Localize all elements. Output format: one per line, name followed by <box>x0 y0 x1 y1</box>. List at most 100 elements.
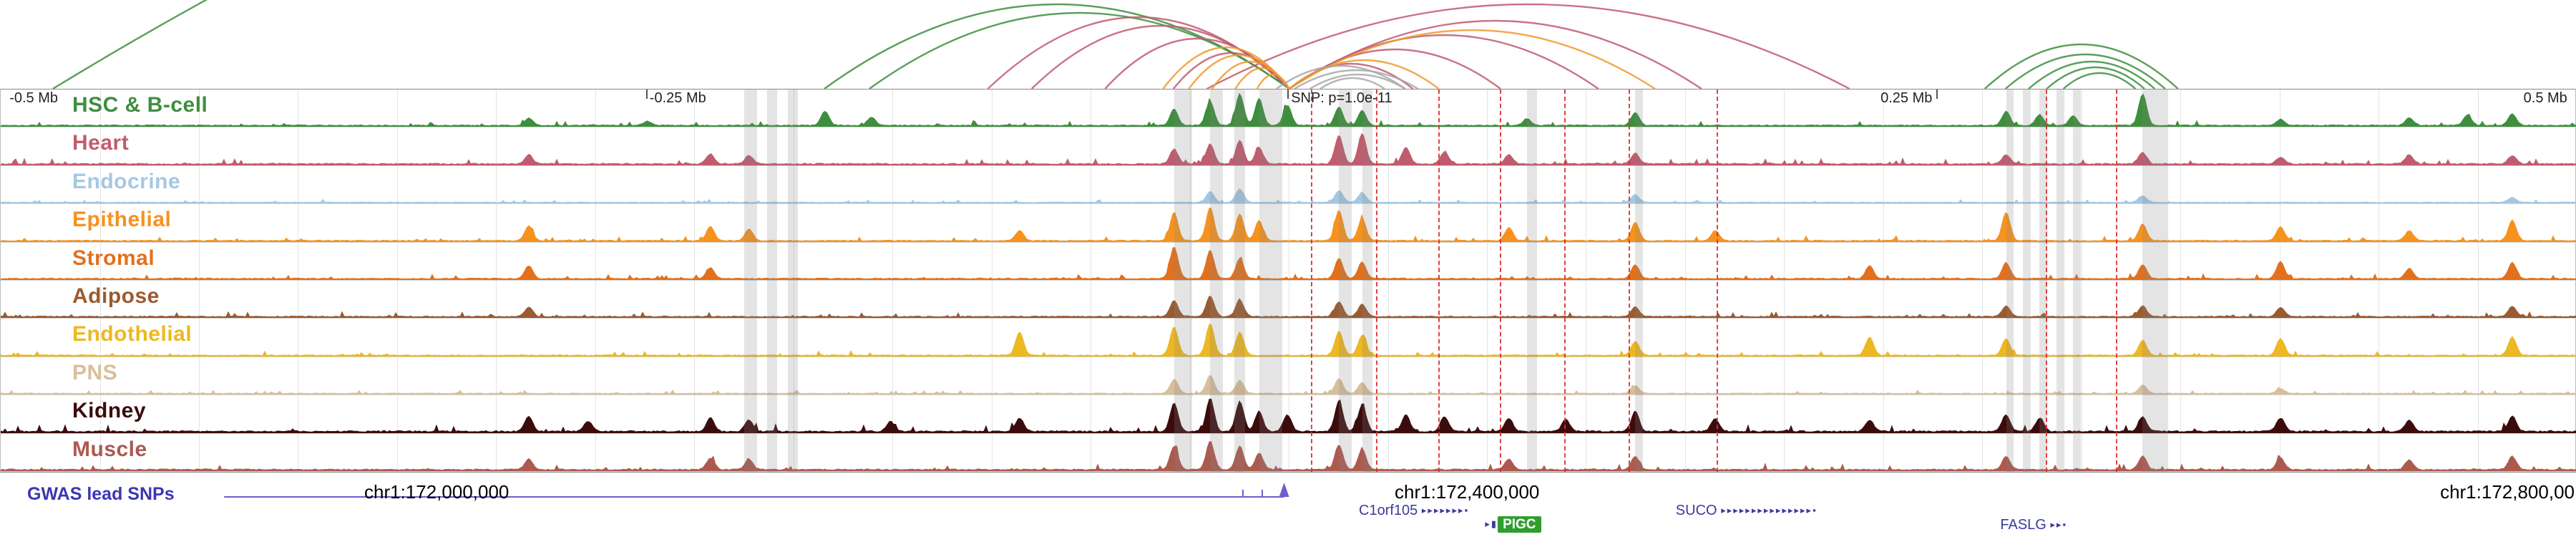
gridline <box>1982 90 1984 472</box>
track-row-epithelial[interactable]: Epithelial <box>1 204 2576 243</box>
highlight-band <box>2006 90 2014 472</box>
highlight-band <box>1174 90 1192 472</box>
gridline <box>892 90 894 472</box>
signal-epithelial <box>1 207 2576 242</box>
gridline <box>198 90 200 472</box>
track-label-adipose[interactable]: Adipose <box>72 284 160 308</box>
highlight-band <box>1635 90 1643 472</box>
highlight-band <box>2142 90 2169 472</box>
highlight-band <box>743 90 757 472</box>
track-row-endocrine[interactable]: Endocrine <box>1 166 2576 205</box>
highlight-bands-layer <box>1 90 2575 472</box>
track-row-endothelial[interactable]: Endothelial <box>1 319 2576 357</box>
scale-row: -0.5 Mb -0.25 Mb SNP: p=1.0e-11 0.25 Mb 0.5 … <box>1 90 2575 472</box>
snp-dashed-line <box>1629 90 1631 472</box>
track-row-kidney[interactable]: Kidney <box>1 395 2576 434</box>
track-label-pns[interactable]: PNS <box>72 360 118 384</box>
gene-name: PIGC <box>1498 516 1541 533</box>
interaction-arc <box>1984 43 2179 89</box>
gene-name: SUCO <box>1675 503 1717 518</box>
track-label-endothelial[interactable]: Endothelial <box>72 322 192 347</box>
gene-suco[interactable]: SUCO ▸▸▸▸▸▸▸▸▸▸▸▸▸▸▸▪ <box>1676 503 1818 519</box>
gene-strand-arrows: ▸▸▸▸▸▸▸▸▸▸▸▸▸▸▸ <box>1717 505 1813 516</box>
interaction-arc <box>2046 66 2145 89</box>
gwas-snps-track <box>224 483 1289 498</box>
gene-exon-square: ▪ <box>1464 505 1470 516</box>
track-label-heart[interactable]: Heart <box>72 131 130 155</box>
signal-endocrine <box>1 188 2576 204</box>
interaction-arc <box>52 0 208 89</box>
gwas-lead-snps-label[interactable]: GWAS lead SNPs <box>27 484 175 504</box>
track-row-adipose[interactable]: Adipose <box>1 281 2576 319</box>
highlight-band <box>1362 90 1372 472</box>
scale-tick <box>1936 90 1938 99</box>
scale-label: 0.5 Mb <box>2523 90 2567 106</box>
interaction-arcs-layer <box>52 0 2179 89</box>
gene-name: C1orf105 <box>1359 503 1418 518</box>
gridline <box>2477 90 2479 472</box>
gene-pigc[interactable]: ▸▮ PIGC <box>1485 516 1541 533</box>
interaction-arc <box>2062 72 2137 89</box>
snp-dashed-line <box>1564 90 1566 472</box>
scale-tick <box>645 90 648 99</box>
highlight-band <box>2073 90 2081 472</box>
interaction-arc <box>1309 73 1406 89</box>
gridline <box>2180 90 2182 472</box>
interaction-arc <box>1256 74 1290 89</box>
signal-muscle <box>1 441 2576 471</box>
annotation-area: GWAS lead SNPs chr1:172,000,000 chr1:172,… <box>0 473 2576 537</box>
highlight-band <box>787 90 799 472</box>
signal-hsc-b-cell <box>1 92 2576 127</box>
track-label-endocrine[interactable]: Endocrine <box>72 169 181 193</box>
interaction-arc <box>1319 77 1385 89</box>
gene-exon-square: ▪ <box>1813 505 1818 516</box>
gene-name: FASLG <box>2000 517 2046 533</box>
track-label-kidney[interactable]: Kidney <box>72 399 147 423</box>
gene-faslg[interactable]: FASLG ▸▸▪ <box>2000 517 2067 533</box>
gridline <box>595 90 596 472</box>
track-label-muscle[interactable]: Muscle <box>72 437 147 461</box>
gridline <box>396 90 398 472</box>
highlight-band <box>1339 90 1352 472</box>
interaction-arc <box>1289 29 1656 89</box>
snp-dashed-line <box>1500 90 1502 472</box>
scale-label: -0.25 Mb <box>649 90 706 106</box>
signal-endothelial <box>1 323 2576 357</box>
track-row-hsc-b-cell[interactable]: HSC & B-cell <box>1 90 2576 128</box>
track-label-stromal[interactable]: Stromal <box>72 246 155 270</box>
scale-label: SNP: p=1.0e-11 <box>1291 90 1392 106</box>
coordinate-label: chr1:172,000,000 <box>364 481 509 503</box>
track-label-epithelial[interactable]: Epithelial <box>72 208 172 232</box>
coordinate-label: chr1:172,800,00 <box>2440 481 2575 503</box>
gwas-snp-arrow <box>1279 483 1289 497</box>
track-row-muscle[interactable]: Muscle <box>1 434 2576 472</box>
track-rows: HSC & B-cell Heart Endocrine Epithelial Stro… <box>1 90 2576 472</box>
gridline <box>1784 90 1785 472</box>
highlight-band <box>2056 90 2064 472</box>
snp-dashed-line <box>1716 90 1718 472</box>
snp-dashed-line <box>1310 90 1312 472</box>
gridline <box>1684 90 1686 472</box>
track-row-stromal[interactable]: Stromal <box>1 243 2576 281</box>
highlight-band <box>1210 90 1224 472</box>
snp-dashed-line <box>1376 90 1378 472</box>
track-label-hsc-b-cell[interactable]: HSC & B-cell <box>72 93 208 117</box>
highlight-band <box>2023 90 2031 472</box>
gene-exon-square: ▪ <box>2062 519 2068 530</box>
interaction-arc <box>2004 53 2166 89</box>
interaction-arc <box>869 11 1290 89</box>
highlight-band <box>2039 90 2048 472</box>
snp-dashed-line <box>1438 90 1440 472</box>
track-row-pns[interactable]: PNS <box>1 357 2576 396</box>
scale-label: 0.25 Mb <box>1880 90 1933 106</box>
gridline <box>99 90 101 472</box>
track-row-heart[interactable]: Heart <box>1 127 2576 166</box>
coordinate-label: chr1:172,400,000 <box>1394 481 1540 503</box>
gene-c1orf105[interactable]: C1orf105 ▸▸▸▸▸▸▸▪ <box>1359 503 1469 519</box>
gridline <box>1486 90 1488 472</box>
gridlines-layer <box>1 90 2575 472</box>
scale-tick <box>1287 90 1289 99</box>
gridline <box>694 90 696 472</box>
highlight-band <box>1527 90 1538 472</box>
